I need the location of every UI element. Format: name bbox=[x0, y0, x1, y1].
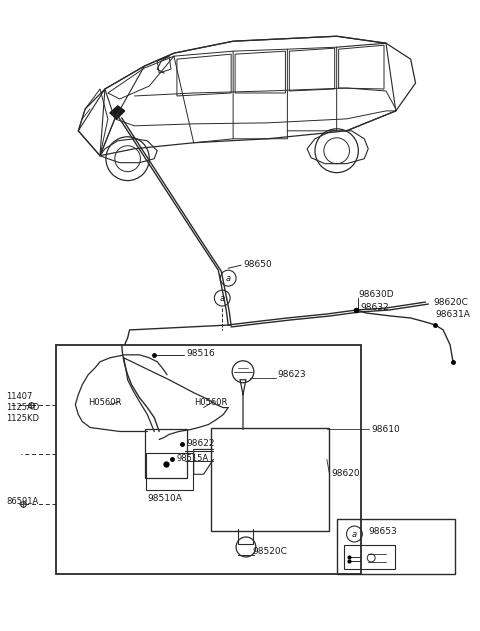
Text: 98515A: 98515A bbox=[177, 454, 209, 463]
Text: 98631A: 98631A bbox=[435, 310, 470, 319]
Text: 98622: 98622 bbox=[187, 439, 216, 449]
Text: 98650: 98650 bbox=[243, 260, 272, 269]
Text: 98520C: 98520C bbox=[253, 547, 288, 556]
Text: 11407: 11407 bbox=[6, 392, 33, 401]
Text: 86591A: 86591A bbox=[6, 497, 38, 506]
Text: H0560R: H0560R bbox=[194, 398, 227, 406]
Text: 98510A: 98510A bbox=[147, 494, 182, 503]
Text: 98623: 98623 bbox=[277, 370, 306, 379]
Text: a: a bbox=[226, 274, 231, 283]
Text: 98610: 98610 bbox=[371, 425, 400, 433]
Text: 98630D: 98630D bbox=[359, 290, 394, 299]
Text: 98516: 98516 bbox=[187, 349, 216, 358]
Text: 98653: 98653 bbox=[368, 527, 397, 536]
Text: a: a bbox=[220, 293, 225, 303]
Polygon shape bbox=[110, 106, 125, 119]
Text: H0560R: H0560R bbox=[88, 398, 121, 406]
Text: 1125KD: 1125KD bbox=[6, 413, 39, 423]
Text: 1125AD: 1125AD bbox=[6, 403, 39, 411]
Text: 98620: 98620 bbox=[332, 469, 360, 478]
Text: 98632: 98632 bbox=[360, 303, 389, 312]
Text: a: a bbox=[352, 529, 357, 538]
Text: 98620C: 98620C bbox=[433, 298, 468, 307]
